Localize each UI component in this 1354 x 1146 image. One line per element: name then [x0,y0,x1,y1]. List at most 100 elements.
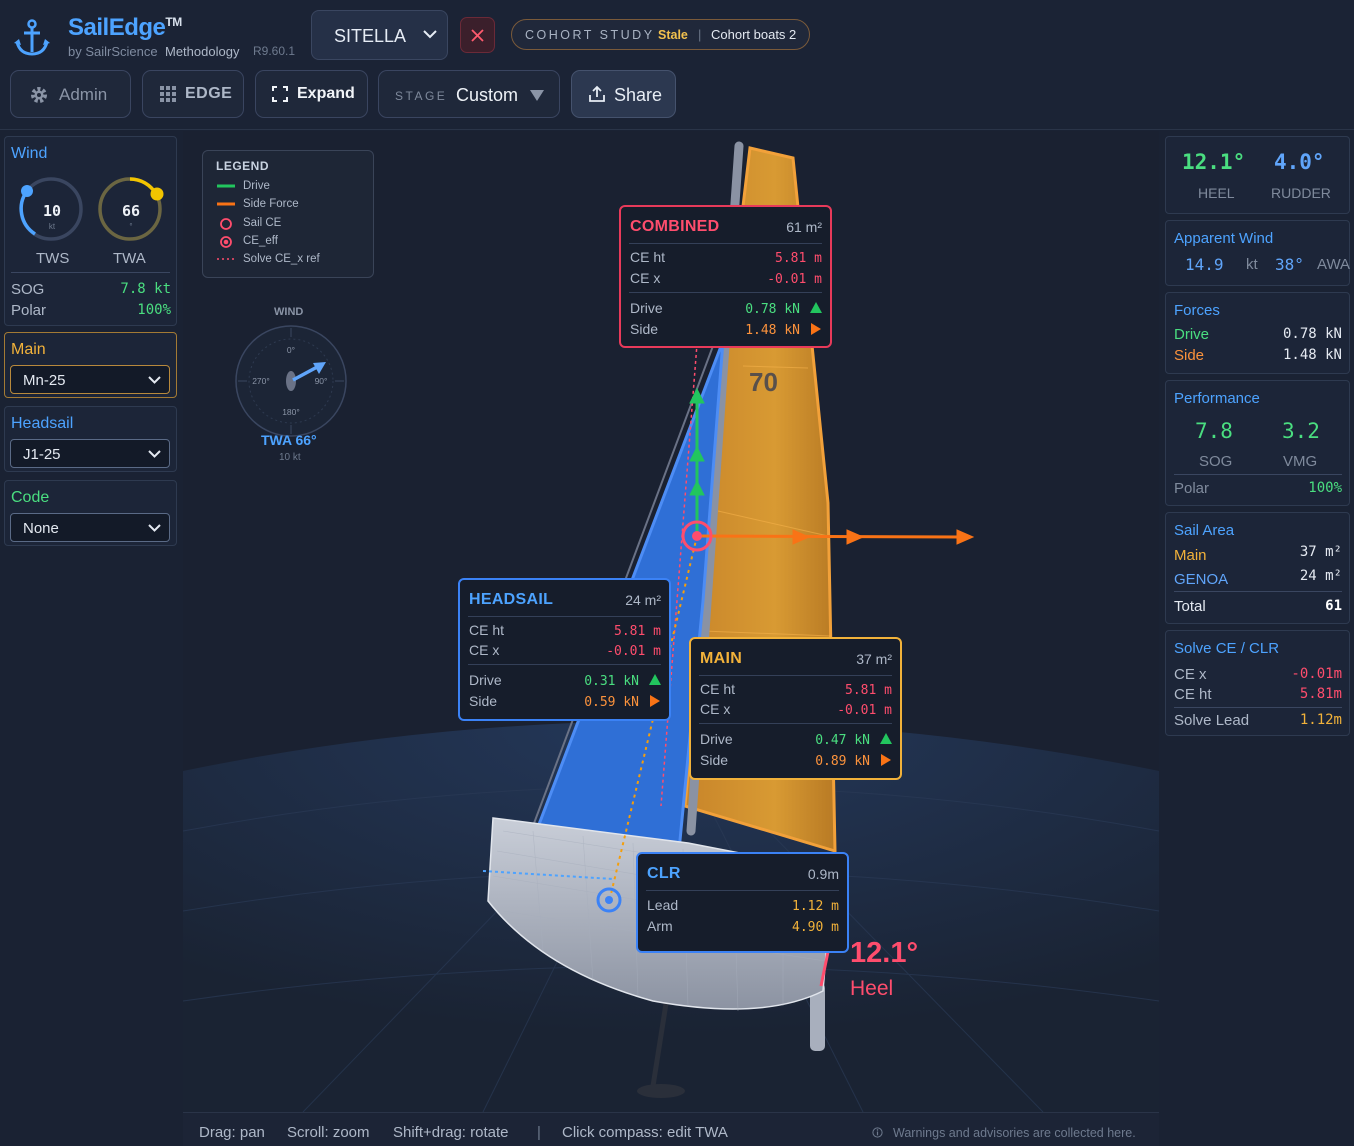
combined-drive-label: Drive [630,300,663,316]
svg-text:10: 10 [43,202,61,220]
cohort-separator: | [698,27,702,42]
hint-compass: Click compass: edit TWA [562,1124,728,1141]
sail-area-total-label: Total [1174,598,1206,615]
heel-value: 12.1° [1182,150,1246,174]
forces-card: Forces Drive 0.78 kN Side 1.48 kN [1165,292,1350,374]
wind-title: Wind [11,145,48,162]
performance-vmg-label: VMG [1283,453,1318,470]
clr-lead-value: 1.12 m [792,899,839,914]
legend: LEGEND Drive Side Force Sail CE CE_eff S… [202,150,374,278]
main-card-overlay: MAIN 37 m² CE ht 5.81 m CE x -0.01 m Dri… [689,637,902,780]
admin-button[interactable]: Admin [10,70,131,118]
sail-area-main-label: Main [1174,547,1207,564]
combined-ce-ht-value: 5.81 m [775,251,822,266]
sail-area-genoa-label: GENOA [1174,571,1229,588]
share-button[interactable]: Share [571,70,676,118]
headsail-title: Headsail [11,415,74,432]
chevron-down-icon [148,524,161,532]
clr-arm-label: Arm [647,918,673,934]
boat-select-value: SITELLA [334,26,407,46]
svg-text:0°: 0° [287,345,295,355]
sail-area-card: Sail Area Main 37 m² GENOA 24 m² Total 6… [1165,512,1350,624]
headsail-card-overlay: HEADSAIL 24 m² CE ht 5.81 m CE x -0.01 m… [458,578,671,721]
side-force-arrows [696,529,975,545]
performance-sog-label: SOG [1199,453,1233,470]
main-sail-select[interactable]: Mn-25 [10,365,170,394]
solve-lead-value: 1.12m [1299,712,1342,728]
close-icon [471,29,484,42]
status-bar: Drag: pan Scroll: zoom Shift+drag: rotat… [183,1112,1159,1146]
heel-label: HEEL [1198,185,1235,201]
drive-up-icon [649,674,661,685]
caret-down-icon [530,90,544,101]
solve-ce-x-value: -0.01m [1291,666,1342,682]
expand-icon [272,86,288,102]
stage-select[interactable]: STAGE Custom [378,70,560,118]
aws-value: 14.9 [1185,255,1224,274]
cohort-study-chip[interactable]: COHORT STUDY Stale | Cohort boats 2 [511,19,810,50]
hint-scroll: Scroll: zoom [287,1124,370,1141]
headsail-ce-x-label: CE x [469,642,500,658]
tws-dial[interactable]: 10 kt [15,173,87,245]
info-icon [872,1127,883,1138]
headsail-value: J1-25 [23,446,61,463]
edge-label: EDGE [185,85,233,102]
drive-force-arrows [689,387,705,536]
side-right-icon [881,754,891,766]
side-right-icon [650,695,660,707]
cohort-boats-count: Cohort boats 2 [711,27,797,42]
grid-icon [160,86,176,102]
forces-side-label: Side [1174,347,1205,364]
headsail-ce-ht-label: CE ht [469,622,505,638]
main-overlay-area: 37 m² [856,651,892,667]
aws-unit: kt [1246,256,1258,273]
polar-label: Polar [11,302,47,319]
warnings-note[interactable]: Warnings and advisories are collected he… [893,1126,1136,1140]
svg-text:90°: 90° [315,376,328,386]
clr-card: CLR 0.9m Lead 1.12 m Arm 4.90 m [636,852,849,953]
polar-value: 100% [137,302,171,318]
svg-text:kt: kt [49,222,56,231]
solve-title: Solve CE / CLR [1174,640,1280,657]
wind-compass[interactable]: 0° 180° 270° 90° [233,323,349,439]
code-sail-card: Code None [4,480,177,546]
sail-number: 70 [749,367,778,397]
svg-text:°: ° [129,222,132,231]
combined-ce-x-label: CE x [630,270,661,286]
cohort-status-badge: Stale [658,28,688,42]
svg-text:270°: 270° [252,376,270,386]
combined-ce-x-value: -0.01 m [767,272,822,287]
compass-title: WIND [274,306,304,318]
solve-ce-x-label: CE x [1174,666,1207,683]
heel-line [819,946,831,987]
headsail-select[interactable]: J1-25 [10,439,170,468]
sail-area-main-value: 37 m² [1299,544,1342,560]
clr-arm-value: 4.90 m [792,920,839,935]
3d-viewport[interactable]: 70 [183,131,1159,1112]
polar-row: Polar 100% [11,302,171,319]
performance-polar-label: Polar [1174,480,1210,497]
edge-button[interactable]: EDGE [142,70,244,118]
wind-divider [11,272,170,273]
twa-dial[interactable]: 66 ° [93,173,169,245]
sail-area-total-value: 61 [1325,598,1342,614]
gear-icon [31,87,47,103]
chevron-down-icon [148,450,161,458]
stage-key-label: STAGE [395,89,448,103]
rudder-value: 4.0° [1274,150,1325,174]
clr-marker [596,887,622,913]
main-ce-x-label: CE x [700,701,731,717]
expand-button[interactable]: Expand [255,70,368,118]
expand-label: Expand [297,85,355,102]
heel-overlay-label: Heel [850,977,894,1000]
clr-area: 0.9m [807,866,839,882]
code-sail-select[interactable]: None [10,513,170,542]
sail-area-genoa-value: 24 m² [1299,568,1342,584]
close-boat-button[interactable] [460,17,495,53]
boat-select[interactable]: SITELLA [311,10,448,60]
hint-shift: Shift+drag: rotate [393,1124,509,1141]
wind-card: Wind 10 kt 66 ° TWS TWA SOG 7.8 kt Polar… [4,136,177,326]
performance-card: Performance 7.8 3.2 SOG VMG Polar 100% [1165,380,1350,506]
brand-by: by SailrScience [68,44,158,59]
methodology-link[interactable]: Methodology [165,44,240,59]
